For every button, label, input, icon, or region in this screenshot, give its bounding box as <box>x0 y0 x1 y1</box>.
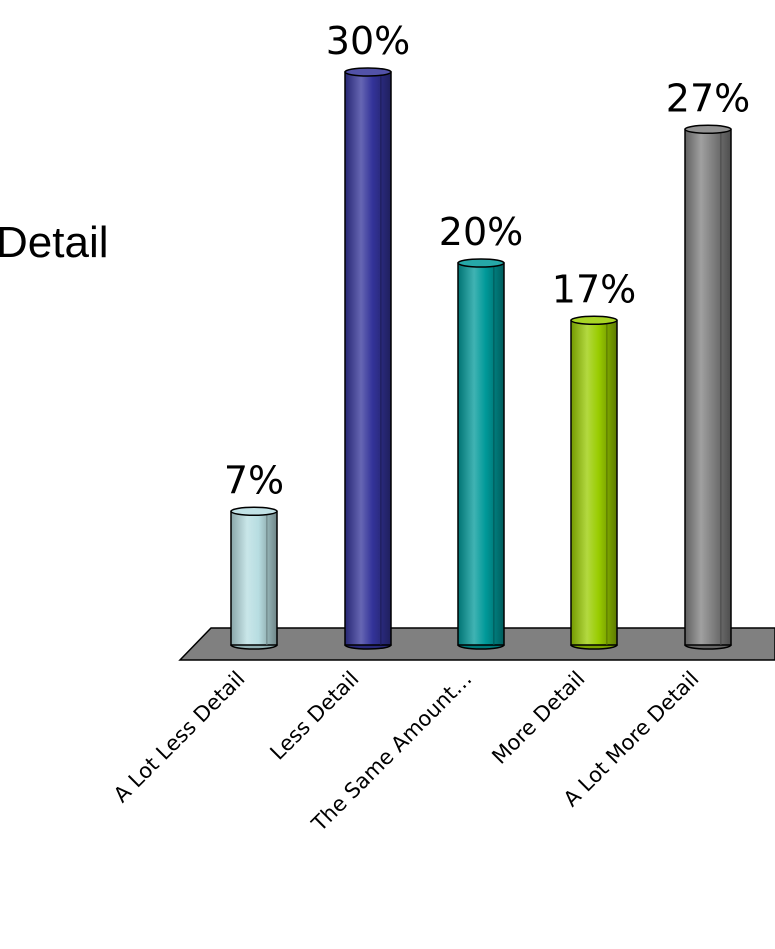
bar-top <box>684 124 732 135</box>
bar-body <box>570 319 618 646</box>
bar-5 <box>684 124 732 650</box>
category-label: A Lot Less Detail <box>109 667 250 808</box>
data-label: 27% <box>666 76 750 120</box>
category-label: More Detail <box>487 667 589 769</box>
data-label: 20% <box>439 210 523 254</box>
data-label: 30% <box>326 19 410 63</box>
partial-title-text: Detail <box>0 218 109 267</box>
data-labels-layer: 7% 30% 20% 17% 27% <box>224 19 750 502</box>
bar-1 <box>230 506 278 650</box>
bar-top <box>344 67 392 77</box>
bar-3 <box>457 258 505 650</box>
bar-body <box>457 262 505 646</box>
bar-2 <box>344 67 392 650</box>
bar-body <box>230 510 278 646</box>
bar-body <box>684 128 732 646</box>
bar-top <box>230 506 278 517</box>
data-label: 7% <box>224 458 284 502</box>
bars-layer <box>230 67 732 650</box>
bar-top <box>570 315 618 326</box>
bar-4 <box>570 315 618 650</box>
bar-body <box>344 71 392 646</box>
bar-top <box>457 258 505 268</box>
data-label: 17% <box>552 267 636 311</box>
category-label: Less Detail <box>265 667 363 765</box>
